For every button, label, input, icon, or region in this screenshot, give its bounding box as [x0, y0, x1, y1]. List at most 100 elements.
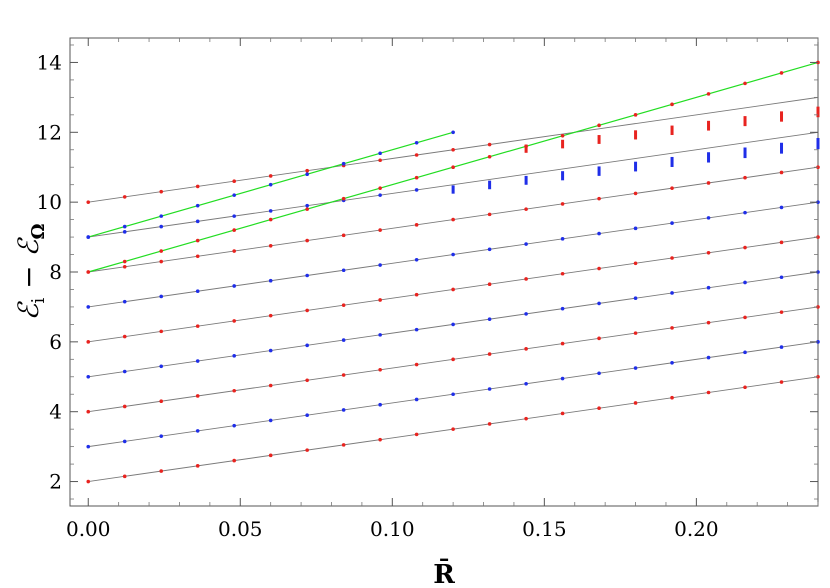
data-point: [451, 287, 455, 292]
data-point: [670, 186, 674, 190]
data-point: [524, 175, 528, 185]
data-point: [451, 357, 455, 362]
data-point: [779, 240, 784, 245]
data-point: [195, 324, 200, 328]
data-point: [524, 242, 528, 246]
data-point: [597, 123, 601, 128]
data-point: [743, 116, 747, 127]
data-point: [779, 275, 784, 280]
data-point: [451, 322, 455, 327]
data-point: [232, 354, 236, 358]
data-point: [305, 413, 309, 417]
data-point: [122, 474, 127, 479]
data-point: [268, 182, 273, 187]
data-point: [122, 224, 127, 229]
data-point: [560, 376, 565, 381]
data-point: [670, 102, 674, 107]
data-points: [86, 60, 820, 484]
data-point: [268, 418, 273, 423]
data-point: [743, 350, 747, 355]
data-point: [414, 223, 419, 227]
data-point: [560, 411, 565, 416]
data-point: [816, 138, 820, 150]
data-point: [305, 238, 309, 243]
data-point: [524, 347, 528, 351]
data-point: [232, 388, 236, 393]
data-point: [305, 172, 309, 177]
data-point: [341, 196, 346, 201]
data-point: [487, 154, 492, 159]
data-point: [451, 147, 455, 152]
data-point: [524, 144, 528, 149]
data-point: [706, 320, 711, 325]
data-point: [706, 250, 711, 255]
data-point: [305, 203, 309, 208]
x-tick-label: 0.10: [370, 517, 415, 541]
x-tick-label: 0.20: [674, 517, 719, 541]
data-point: [487, 212, 492, 217]
data-point: [268, 278, 273, 283]
data-point: [159, 434, 164, 438]
data-point: [341, 303, 346, 307]
data-point: [232, 284, 236, 288]
data-point: [487, 317, 492, 321]
x-axis-label: R̄: [433, 558, 455, 588]
data-point: [195, 394, 200, 398]
data-point: [268, 383, 273, 388]
data-point: [670, 361, 674, 365]
data-point: [195, 464, 200, 468]
data-point: [86, 305, 91, 309]
data-point: [487, 282, 492, 287]
data-point: [779, 345, 784, 349]
data-point: [268, 244, 273, 248]
data-point: [341, 233, 346, 238]
data-point: [195, 238, 200, 243]
data-point: [414, 153, 419, 157]
data-point: [414, 362, 419, 367]
data-point: [451, 165, 455, 170]
data-point: [670, 326, 674, 330]
data-point: [378, 151, 382, 156]
data-point: [232, 319, 236, 323]
data-point: [378, 367, 382, 372]
axis-ticks: [70, 38, 819, 506]
data-point: [232, 228, 236, 232]
data-point: [524, 416, 528, 421]
data-point: [86, 444, 91, 449]
data-point: [451, 252, 455, 257]
data-point: [305, 343, 309, 348]
data-point: [268, 313, 273, 318]
data-point: [86, 270, 91, 274]
data-point: [86, 340, 91, 344]
data-point: [159, 224, 164, 229]
data-point: [341, 408, 346, 412]
y-tick-label: 12: [37, 120, 62, 144]
data-point: [634, 130, 638, 140]
data-point: [597, 371, 601, 376]
data-point: [86, 409, 91, 414]
data-point: [779, 310, 784, 314]
data-point: [122, 259, 127, 264]
data-point: [159, 189, 164, 194]
data-point: [779, 205, 784, 210]
data-point: [597, 166, 601, 176]
data-point: [560, 341, 565, 346]
data-point: [232, 423, 236, 428]
y-tick-label: 14: [37, 50, 62, 74]
data-point: [524, 312, 528, 316]
data-point: [634, 161, 638, 172]
data-point: [706, 216, 711, 220]
data-point: [743, 245, 747, 250]
data-point: [706, 181, 711, 185]
data-point: [706, 92, 711, 96]
data-point: [122, 299, 127, 304]
data-point: [524, 381, 528, 386]
y-axis-label-minus: −: [12, 257, 45, 298]
data-point: [122, 195, 127, 199]
data-point: [305, 168, 309, 173]
data-point: [780, 111, 784, 122]
data-point: [560, 306, 565, 311]
gray-line-7: [88, 131, 819, 238]
data-point: [341, 161, 346, 166]
x-tick-label: 0.05: [218, 517, 263, 541]
